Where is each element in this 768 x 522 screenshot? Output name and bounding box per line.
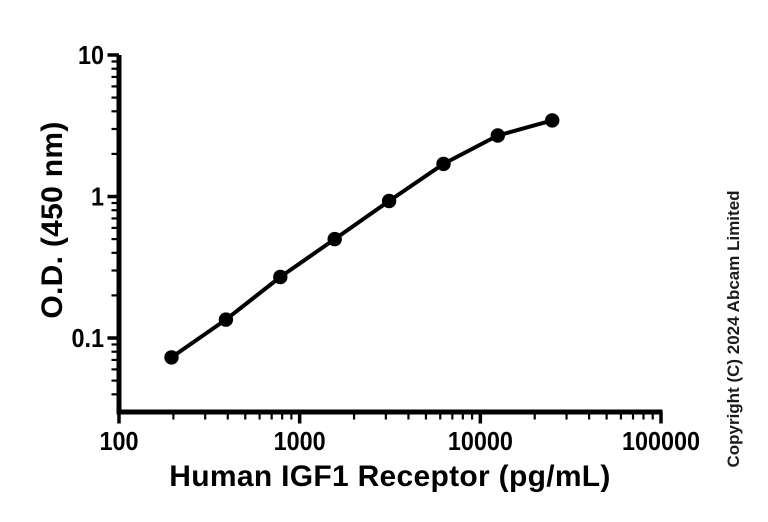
data-point: [218, 312, 234, 327]
x-tick-label: 1000: [274, 428, 326, 456]
x-tick-label: 100: [99, 428, 138, 456]
y-tick-label: 0.1: [71, 325, 104, 353]
data-point: [436, 156, 451, 172]
data-point: [327, 231, 342, 247]
y-tick-label: 10: [78, 42, 104, 70]
data-point: [490, 128, 505, 143]
x-tick-label: 10000: [448, 428, 513, 456]
copyright-notice: Copyright (C) 2024 Abcam Limited: [724, 190, 743, 468]
data-point: [381, 193, 397, 209]
y-axis-title: O.D. (450 nm): [36, 121, 69, 319]
standard-curve-line: [169, 118, 555, 360]
data-point: [545, 113, 560, 128]
data-point: [273, 269, 288, 285]
data-point: [164, 350, 179, 365]
x-axis-title: Human IGF1 Receptor (pg/mL): [169, 460, 611, 493]
x-tick-label: 100000: [622, 428, 700, 456]
y-tick-label: 1: [91, 183, 104, 211]
